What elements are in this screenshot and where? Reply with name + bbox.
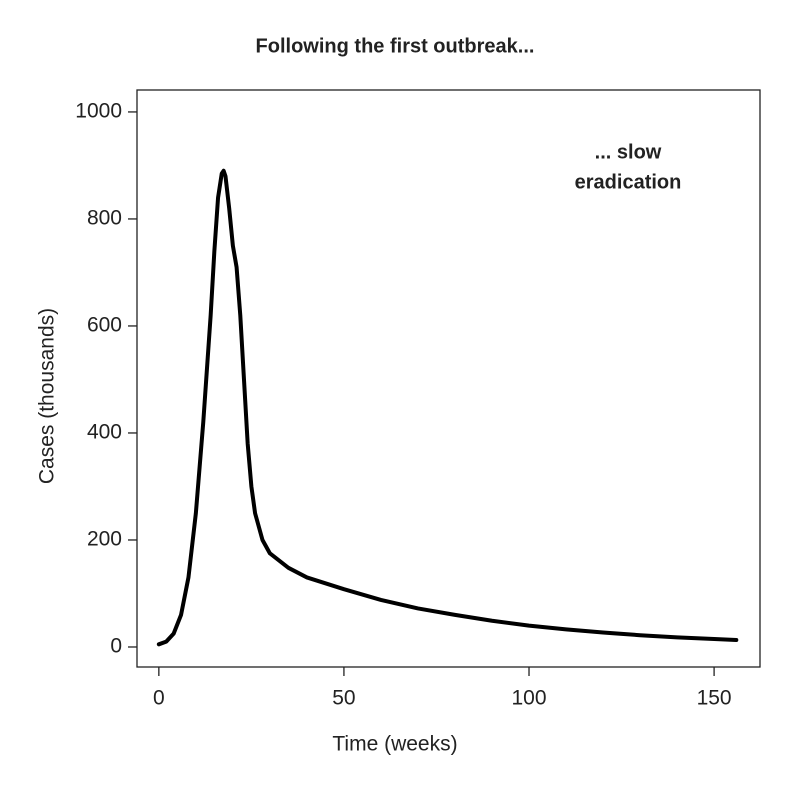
y-axis-label: Cases (thousands) [36, 308, 59, 484]
y-tick-label: 600 [87, 314, 122, 337]
x-tick-label: 50 [332, 687, 355, 710]
y-tick-label: 800 [87, 206, 122, 229]
y-tick-label: 200 [87, 528, 122, 551]
x-axis-label: Time (weeks) [332, 733, 457, 756]
chart-title: Following the first outbreak... [256, 35, 535, 57]
plot-frame [136, 89, 761, 668]
annotation: ... slow [595, 141, 662, 163]
y-tick-label: 0 [110, 635, 122, 658]
x-tick-label: 0 [153, 687, 165, 710]
x-tick-label: 100 [511, 687, 546, 710]
x-tick-label: 150 [697, 687, 732, 710]
y-tick-label: 400 [87, 421, 122, 444]
annotation: eradication [575, 171, 682, 193]
y-tick-label: 1000 [75, 99, 122, 122]
data-line [156, 168, 739, 647]
